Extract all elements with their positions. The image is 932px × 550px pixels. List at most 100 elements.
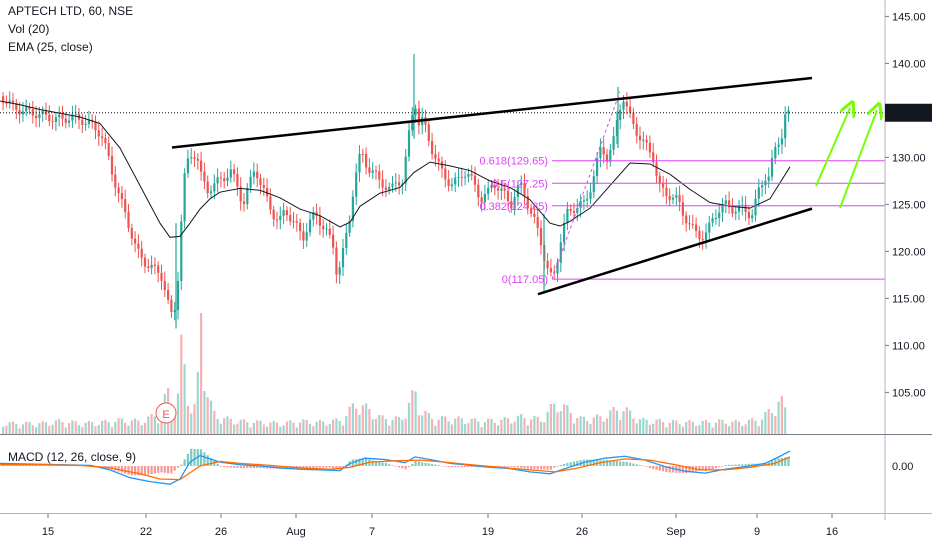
- macd-histogram-bar: [652, 466, 655, 470]
- candle-body: [533, 213, 536, 217]
- candle-body: [615, 120, 618, 137]
- volume-bar: [615, 410, 618, 434]
- candle-body: [285, 210, 288, 216]
- volume-bar: [556, 412, 559, 434]
- candle-body: [246, 187, 249, 204]
- volume-bar: [404, 418, 407, 434]
- volume-legend[interactable]: Vol (20): [8, 22, 50, 36]
- volume-bar: [510, 423, 513, 434]
- macd-histogram-bar: [714, 466, 717, 469]
- volume-bar: [592, 417, 595, 434]
- macd-histogram-bar: [553, 466, 556, 468]
- candle-body: [358, 153, 361, 173]
- macd-histogram-bar: [576, 460, 579, 466]
- volume-bar: [35, 427, 38, 434]
- candle-body: [658, 175, 661, 184]
- volume-bar: [51, 424, 54, 434]
- fib-level-label: 0.382(124.85): [480, 201, 549, 213]
- volume-bar: [734, 419, 737, 434]
- candle-body: [226, 177, 229, 181]
- candle-body: [671, 197, 675, 200]
- volume-bar: [25, 421, 28, 434]
- candle-body: [520, 182, 523, 186]
- volume-bar: [460, 418, 463, 434]
- volume-bar: [411, 390, 414, 434]
- volume-bar: [549, 404, 552, 434]
- volume-bar: [381, 415, 384, 434]
- candle-body: [497, 188, 500, 191]
- volume-bar: [625, 407, 628, 434]
- volume-bar: [124, 422, 127, 434]
- candle-body: [345, 232, 348, 248]
- volume-bar: [714, 422, 717, 434]
- candle-body: [592, 176, 595, 193]
- volume-bar: [249, 427, 252, 434]
- macd-histogram-bar: [787, 457, 790, 466]
- macd-histogram-bar: [262, 466, 265, 469]
- macd-histogram-bar: [71, 465, 74, 467]
- volume-bar: [193, 404, 196, 434]
- volume-bar: [596, 414, 599, 434]
- macd-histogram-bar: [665, 466, 668, 473]
- volume-bar: [180, 334, 183, 434]
- volume-bar: [645, 419, 648, 434]
- macd-legend[interactable]: MACD (12, 26, close, 9): [8, 450, 137, 464]
- macd-histogram-bar: [407, 466, 411, 467]
- macd-histogram-bar: [681, 466, 684, 473]
- volume-bar: [704, 419, 708, 434]
- candle-body: [325, 228, 328, 230]
- ema-legend[interactable]: EMA (25, close): [8, 40, 93, 54]
- candle-body: [54, 117, 57, 122]
- volume-bar: [233, 424, 236, 434]
- macd-histogram-bar: [223, 466, 226, 468]
- volume-bar: [711, 427, 714, 434]
- candle-body: [678, 195, 681, 203]
- volume-bar: [266, 426, 269, 434]
- candle-body: [642, 139, 645, 141]
- volume-bar: [526, 425, 529, 434]
- volume-bar: [302, 419, 305, 434]
- macd-histogram-bar: [658, 466, 661, 471]
- volume-bar: [464, 424, 467, 434]
- macd-histogram-bar: [450, 466, 453, 468]
- candle-body: [236, 174, 239, 187]
- volume-bar: [480, 427, 483, 434]
- macd-histogram-bar: [645, 466, 648, 467]
- macd-histogram-bar: [559, 464, 562, 466]
- volume-bar: [275, 422, 279, 434]
- macd-histogram-bar: [434, 464, 437, 466]
- volume-bar: [186, 405, 189, 434]
- x-tick-label: 22: [140, 526, 152, 538]
- volume-bar: [513, 421, 516, 434]
- volume-bar: [84, 422, 87, 434]
- candle-body: [711, 218, 714, 223]
- candle-body: [609, 149, 612, 162]
- candle-body: [447, 179, 450, 187]
- candle-body: [506, 190, 510, 202]
- volume-bar: [774, 415, 777, 434]
- macd-histogram-bar: [193, 449, 196, 466]
- macd-histogram-bar: [242, 466, 246, 469]
- macd-histogram-bar: [365, 457, 368, 466]
- volume-bar: [117, 418, 120, 434]
- symbol-title: APTECH LTD, 60, NSE: [8, 4, 134, 18]
- macd-histogram-bar: [711, 466, 714, 470]
- macd-histogram-bar: [698, 466, 701, 471]
- candle-body: [97, 130, 100, 137]
- macd-histogram-bar: [685, 466, 688, 474]
- candle-body: [404, 156, 407, 184]
- macd-histogram-bar: [124, 466, 127, 474]
- candle-body: [665, 187, 668, 197]
- volume-bar: [671, 419, 675, 434]
- volume-bar: [252, 422, 255, 434]
- macd-histogram-bar: [213, 461, 216, 466]
- macd-histogram-bar: [101, 466, 104, 468]
- volume-bar: [751, 418, 754, 434]
- candle-body: [308, 219, 312, 233]
- volume-bar: [731, 421, 734, 434]
- candle-body: [170, 299, 173, 312]
- macd-histogram-bar: [724, 465, 727, 466]
- macd-histogram-bar: [718, 466, 721, 468]
